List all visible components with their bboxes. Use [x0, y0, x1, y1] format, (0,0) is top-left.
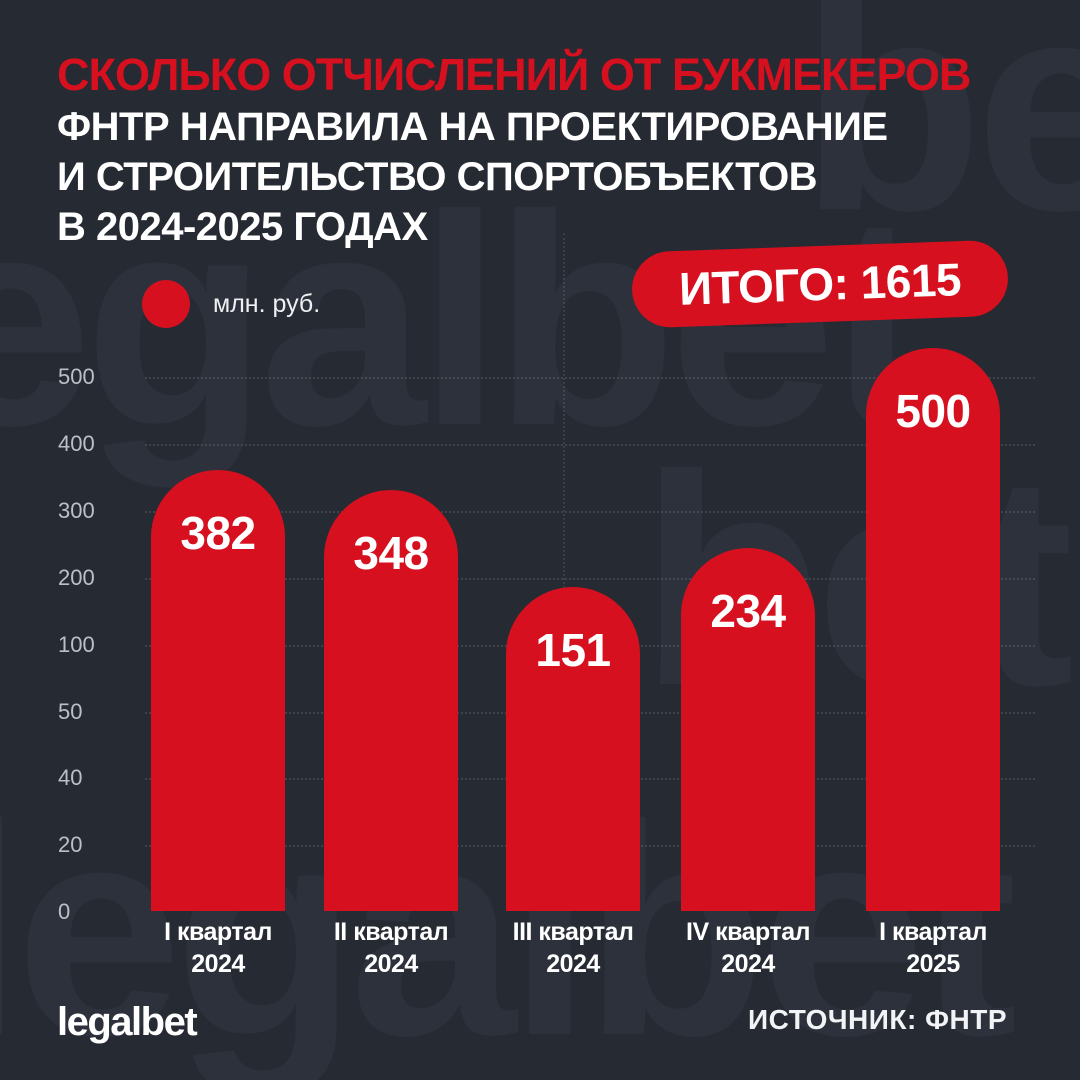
x-axis-label-line2: 2024: [364, 950, 418, 978]
x-axis-label: II квартал 2024: [296, 916, 486, 980]
y-tick-label: 300: [58, 497, 95, 523]
x-axis-label-line2: 2024: [546, 950, 600, 978]
x-axis-label: I квартал 2025: [838, 916, 1028, 980]
grid-line: [145, 577, 1035, 580]
title-line-3: И СТРОИТЕЛЬСТВО СПОРТОБЪЕКТОВ: [57, 155, 818, 199]
total-badge: ИТОГО: 1615: [630, 239, 1010, 329]
background-watermark-text: bet: [800, 0, 1080, 273]
bar: 500: [866, 348, 1000, 911]
x-axis-label-line1: I квартал: [164, 918, 272, 946]
grid-vertical-line: [563, 233, 565, 908]
bar: 151: [506, 587, 640, 911]
legalbet-logo: legalbet: [57, 1000, 198, 1044]
x-axis-label: I квартал 2024: [123, 916, 313, 980]
y-tick-label: 500: [58, 364, 95, 389]
x-axis-label-line1: II квартал: [333, 918, 449, 946]
legend-marker-circle-icon: [142, 280, 190, 328]
y-tick-label: 40: [58, 765, 83, 791]
x-axis-label-line1: I квартал: [879, 918, 987, 946]
legend: млн. руб.: [142, 280, 320, 328]
y-tick-label: 100: [58, 631, 95, 657]
y-tick-label: 0: [58, 899, 71, 925]
bar-value-label: 500: [895, 385, 971, 437]
bar: 348: [324, 490, 458, 911]
legend-label: млн. руб.: [213, 289, 321, 318]
y-tick-label: 200: [58, 564, 95, 590]
bar: 382: [151, 470, 285, 911]
bar-value-label: 151: [535, 624, 611, 676]
total-badge-label: ИТОГО: 1615: [678, 253, 962, 315]
title-line-4: В 2024-2025 ГОДАХ: [57, 205, 428, 249]
page-title: СКОЛЬКО ОТЧИСЛЕНИЙ ОТ БУКМЕКЕРОВ ФНТР НА…: [57, 48, 971, 252]
title-line-red: СКОЛЬКО ОТЧИСЛЕНИЙ ОТ БУКМЕКЕРОВ: [57, 49, 971, 100]
bar-value-label: 382: [180, 507, 256, 559]
y-tick-label: 400: [58, 430, 95, 456]
grid-line: [145, 443, 1035, 446]
grid-line: [145, 377, 1035, 379]
x-axis-label-line1: IV квартал: [686, 918, 811, 946]
y-tick-label: 50: [58, 698, 83, 724]
y-tick-label: 20: [58, 832, 83, 858]
bar-value-label: 234: [710, 585, 786, 637]
title-line-2: ФНТР НАПРАВИЛА НА ПРОЕКТИРОВАНИЕ: [57, 105, 888, 149]
x-axis-label-line2: 2025: [906, 950, 960, 978]
bar-value-label: 348: [353, 527, 429, 579]
source-caption: ИСТОЧНИК: ФНТР: [748, 1004, 1007, 1035]
bar: 234: [681, 548, 815, 911]
x-axis-label: III квартал 2024: [478, 916, 668, 980]
x-axis-label: IV квартал 2024: [653, 916, 843, 980]
x-axis-label-line2: 2024: [191, 950, 245, 978]
grid-line: [145, 510, 1035, 513]
x-axis-label-line2: 2024: [721, 950, 775, 978]
x-axis-label-line1: III квартал: [512, 918, 634, 946]
